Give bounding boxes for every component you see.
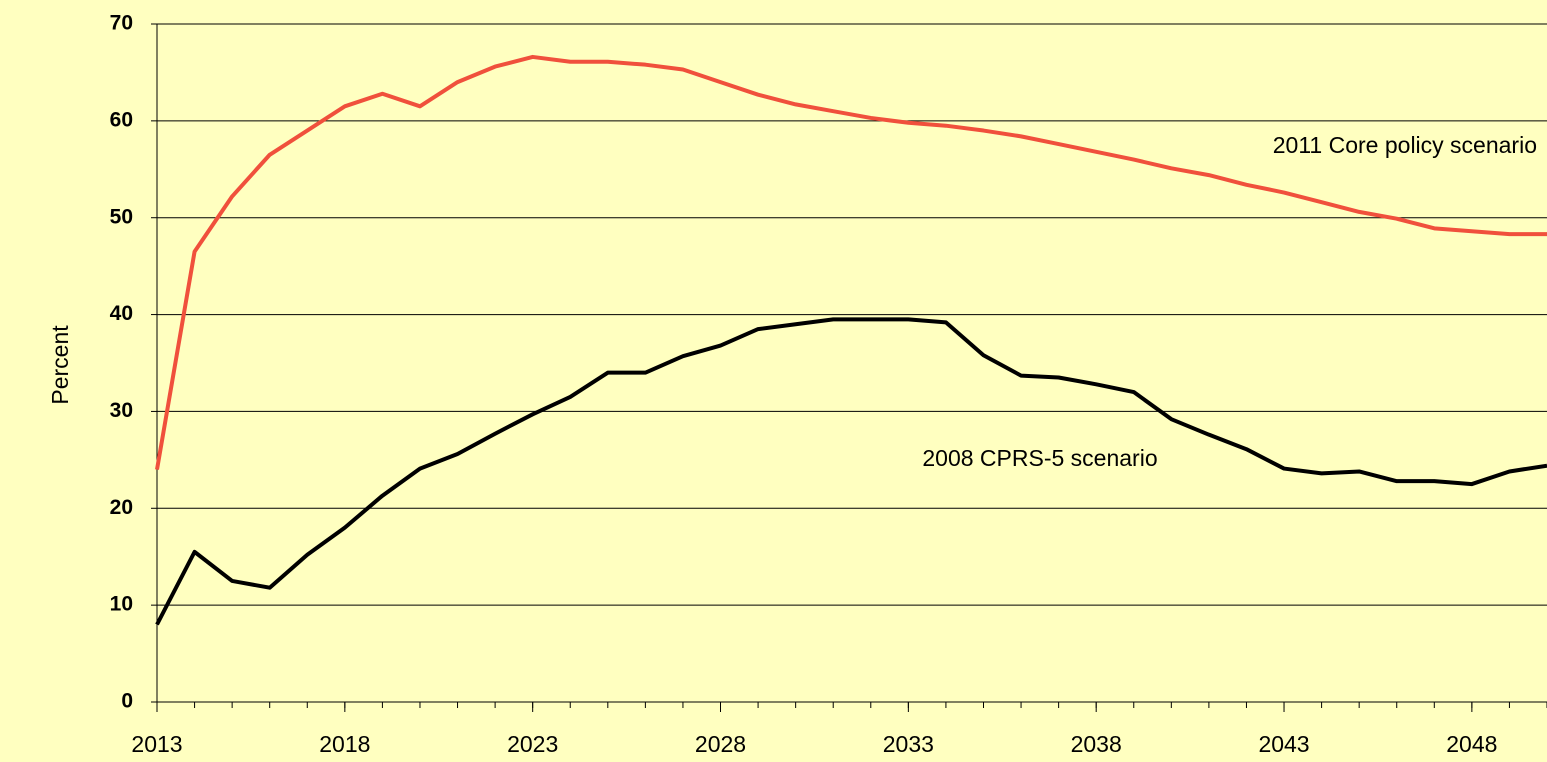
x-tick-label: 2033 [883,731,934,757]
x-tick-label: 2013 [131,731,182,757]
y-tick-label: 30 [110,399,133,422]
x-tick-label: 2038 [1071,731,1122,757]
y-tick-label: 60 [110,108,133,131]
series-label: 2008 CPRS-5 scenario [922,445,1157,471]
y-tick-label: 0 [121,690,133,713]
x-tick-label: 2048 [1446,731,1497,757]
series-line [155,317,1547,626]
y-tick-label: 10 [110,593,133,616]
series-label: 2011 Core policy scenario [1273,132,1537,158]
x-tick-label: 2023 [507,731,558,757]
y-tick-label: 20 [110,496,133,519]
y-tick-label: 70 [110,12,133,35]
x-tick-label: 2018 [319,731,370,757]
series-line [155,54,1547,470]
y-tick-label: 40 [110,302,133,325]
x-tick-label: 2043 [1258,731,1309,757]
y-tick-label: 50 [110,205,133,228]
y-axis-label: Percent [47,325,73,405]
x-tick-label: 2028 [695,731,746,757]
